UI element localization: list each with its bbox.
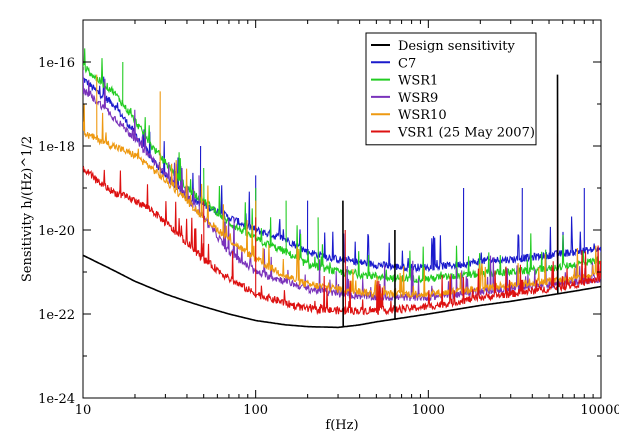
series-line-c7 (83, 76, 601, 274)
series-line-wsr10 (83, 74, 601, 299)
series-line-vsr1-25-may-2007 (83, 133, 601, 316)
legend-label: WSR1 (398, 74, 438, 89)
legend-label: WSR10 (398, 108, 447, 123)
x-tick-label: 100 (243, 403, 268, 418)
y-tick-label: 1e-24 (38, 392, 75, 407)
axis-ticks: 10 100 1000 10000 1e-24 1e-22 1e-20 1e-18 1e-16 (38, 19, 619, 418)
legend-label: VSR1 (25 May 2007) (397, 126, 535, 141)
legend-label: Design sensitivity (398, 39, 515, 54)
series-layer (83, 48, 601, 329)
y-tick-label: 1e-16 (38, 56, 75, 71)
legend-label: C7 (398, 56, 416, 71)
legend-label: WSR9 (398, 91, 438, 106)
x-axis-label: f(Hz) (325, 418, 358, 433)
series-line-design-sensitivity (83, 74, 601, 329)
x-tick-label: 10 (75, 403, 92, 418)
legend: Design sensitivity C7 WSR1 WSR9 WSR10 VSR1 (2… (365, 32, 537, 146)
y-axis-label: Sensitivity h/(Hz)^1/2 (20, 136, 35, 282)
y-tick-label: 1e-18 (38, 140, 75, 155)
y-tick-label: 1e-20 (38, 224, 75, 239)
y-tick-label: 1e-22 (38, 308, 75, 323)
x-tick-label: 1000 (412, 403, 445, 418)
x-tick-label: 10000 (580, 403, 619, 418)
legend-box (365, 32, 537, 146)
plot-area-frame (82, 19, 602, 399)
